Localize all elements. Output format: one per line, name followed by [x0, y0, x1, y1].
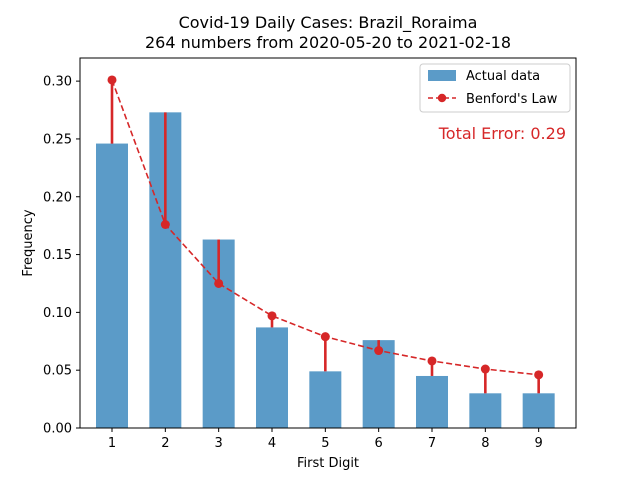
x-tick-label-1: 1	[108, 436, 116, 451]
bar-digit-5	[309, 371, 342, 428]
benford-point-digit-1	[107, 75, 117, 85]
x-tick-label-7: 7	[428, 436, 436, 451]
x-tick-label-3: 3	[215, 436, 223, 451]
benford-point-digit-2	[160, 220, 170, 229]
x-tick-label-4: 4	[268, 436, 276, 451]
chart-subtitle: 264 numbers from 2020-05-20 to 2021-02-1…	[145, 33, 511, 52]
y-tick-label-1: 0.05	[43, 364, 72, 379]
legend-label-benford: Benford's Law	[466, 92, 558, 107]
error-line-group	[110, 79, 540, 394]
legend: Actual data Benford's Law	[419, 63, 571, 113]
benford-line-group	[107, 75, 544, 380]
benford-point-digit-5	[320, 332, 330, 342]
y-tick-label-4: 0.20	[43, 190, 72, 205]
legend-swatch-actual	[428, 70, 456, 81]
bar-digit-1	[96, 143, 128, 428]
y-axis: 0.00 0.05 0.10 0.15 0.20 0.25 0.30	[43, 75, 80, 437]
y-tick-label-3: 0.15	[43, 248, 72, 263]
x-axis-label: First Digit	[297, 456, 359, 471]
y-tick-label-6: 0.30	[43, 75, 72, 90]
benford-point-digit-4	[267, 311, 277, 321]
y-axis-label: Frequency	[21, 209, 36, 276]
x-tick-label-9: 9	[535, 436, 543, 451]
x-tick-label-2: 2	[161, 436, 169, 451]
x-tick-label-5: 5	[321, 436, 329, 451]
plot-area	[79, 57, 577, 429]
y-tick-label-2: 0.10	[43, 306, 72, 321]
y-tick-label-5: 0.25	[43, 132, 72, 147]
legend-label-actual: Actual data	[466, 69, 540, 84]
x-axis: 1 2 3 4 5 6 7 8 9	[108, 428, 543, 451]
bar-digit-7	[416, 375, 448, 428]
benford-point-digit-6	[374, 346, 384, 356]
benford-point-digit-9	[534, 370, 544, 380]
total-error-annotation: Total Error: 0.29	[438, 124, 566, 143]
x-tick-label-6: 6	[375, 436, 383, 451]
bar-digit-4	[256, 327, 288, 428]
bar-digit-9	[522, 393, 555, 428]
bar-group	[96, 112, 555, 428]
legend-swatch-benford-marker	[437, 93, 447, 103]
benford-point-digit-8	[480, 364, 490, 374]
bar-digit-8	[469, 393, 502, 428]
y-tick-label-0: 0.00	[43, 422, 72, 437]
x-tick-label-8: 8	[481, 436, 489, 451]
legend-box	[419, 63, 571, 113]
benford-point-digit-3	[214, 278, 224, 288]
benford-point-digit-7	[427, 356, 437, 366]
chart-title: Covid-19 Daily Cases: Brazil_Roraima	[179, 13, 478, 33]
